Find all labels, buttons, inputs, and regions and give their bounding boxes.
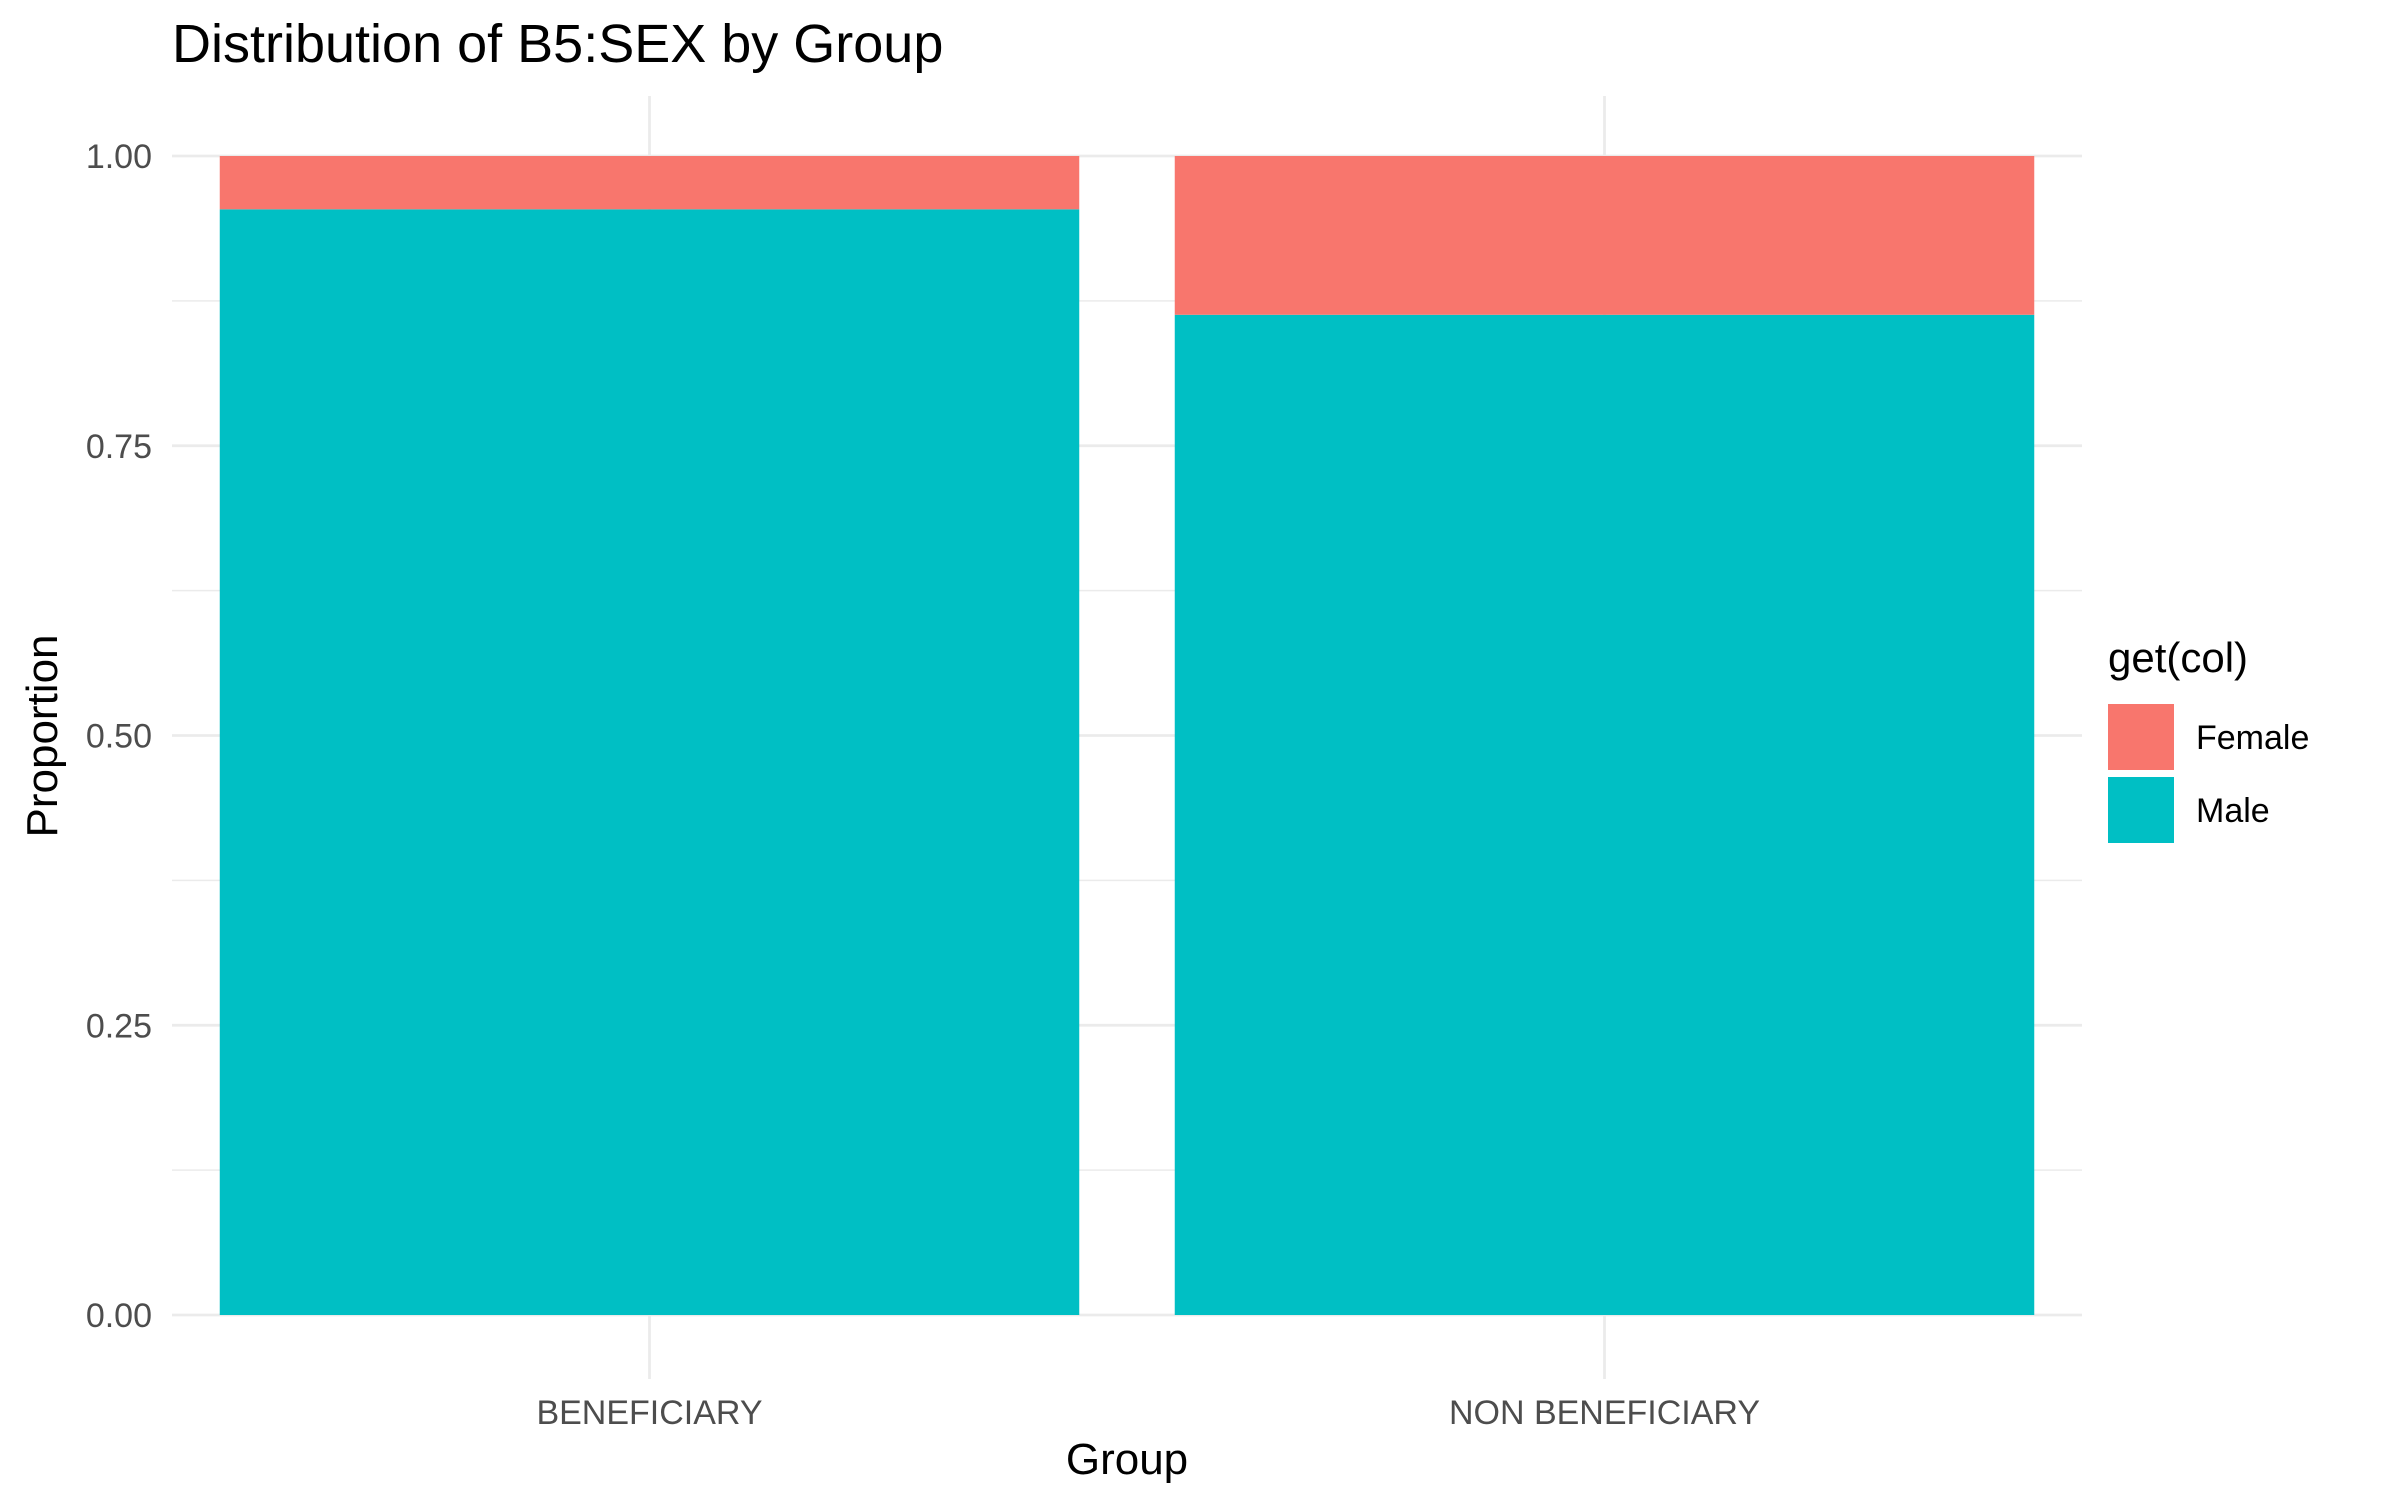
legend-swatch-male <box>2108 777 2174 843</box>
bar-male-non-beneficiary <box>1174 314 2035 1316</box>
bar-male-beneficiary <box>219 209 1080 1316</box>
y-tick-label: 0.25 <box>86 1007 152 1045</box>
x-axis-title: Group <box>1066 1435 1188 1484</box>
legend-items: Female Male <box>2108 704 2309 843</box>
y-axis-title: Proportion <box>18 634 67 837</box>
bar-female-non-beneficiary <box>1174 156 2035 315</box>
y-tick-label: 1.00 <box>86 138 152 176</box>
y-tick-label: 0.75 <box>86 428 152 466</box>
x-tick-label: BENEFICIARY <box>536 1394 762 1432</box>
y-axis-ticks: 0.00 0.25 0.50 0.75 1.00 <box>86 138 152 1335</box>
legend-label-female: Female <box>2196 719 2309 757</box>
legend: get(col) Female Male <box>2108 634 2309 843</box>
x-tick-label: NON BENEFICIARY <box>1449 1394 1760 1432</box>
chart-title: Distribution of B5:SEX by Group <box>172 14 943 74</box>
bars <box>219 156 2035 1316</box>
legend-label-male: Male <box>2196 792 2270 830</box>
legend-title: get(col) <box>2108 634 2248 681</box>
bar-female-beneficiary <box>219 156 1080 210</box>
y-tick-label: 0.00 <box>86 1297 152 1335</box>
y-tick-label: 0.50 <box>86 718 152 756</box>
legend-swatch-female <box>2108 704 2174 770</box>
x-axis-ticks: BENEFICIARY NON BENEFICIARY <box>536 1394 1760 1432</box>
